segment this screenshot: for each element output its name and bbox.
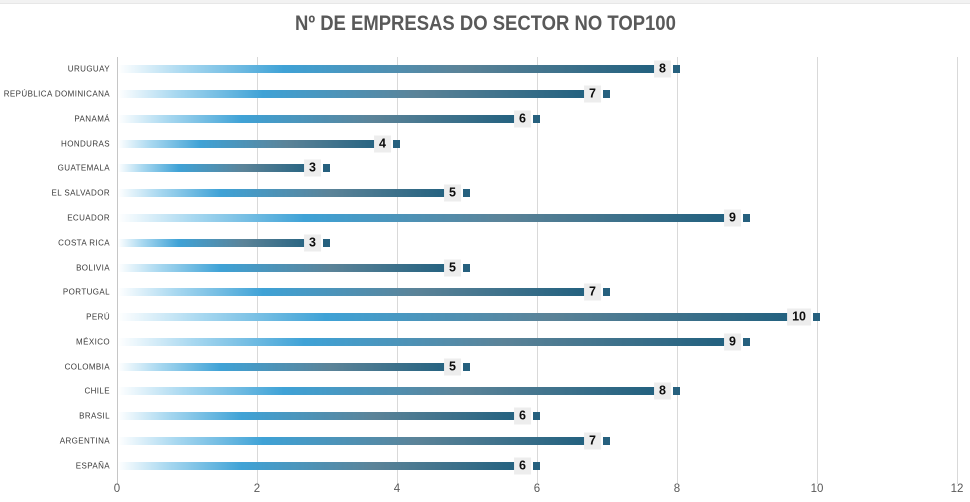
x-tick-label-2: 2 [253, 483, 261, 495]
bar-end-marker-honduras [393, 139, 400, 148]
bar-uruguay [118, 65, 671, 74]
bar-panama [118, 114, 531, 123]
category-label-republica-dominicana: REPÚBLICA DOMINICANA [3, 89, 110, 99]
data-label-el-salvador: 5 [444, 184, 461, 202]
bar-end-marker-republica-dominicana [603, 90, 610, 99]
bar-brasil [118, 412, 531, 421]
category-label-argentina: ARGENTINA [59, 436, 110, 446]
category-label-costa-rica: COSTA RICA [58, 238, 110, 248]
bar-bolivia [118, 263, 461, 272]
category-label-panama: PANAMÁ [74, 114, 110, 124]
data-label-peru: 10 [787, 308, 811, 326]
data-label-uruguay: 8 [654, 60, 671, 78]
bar-peru [118, 313, 811, 322]
category-label-brasil: BRASIL [79, 411, 110, 421]
category-label-portugal: PORTUGAL [62, 287, 110, 297]
x-tick-label-0: 0 [113, 483, 121, 495]
bar-espana [118, 461, 531, 470]
bar-costa-rica [118, 238, 321, 247]
bar-end-marker-chile [673, 387, 680, 396]
category-label-honduras: HONDURAS [61, 139, 110, 149]
category-axis: URUGUAY REPÚBLICA DOMINICANA PANAMÁ HONDURA… [0, 57, 110, 478]
bar-end-marker-bolivia [463, 263, 470, 272]
bar-end-marker-mexico [743, 337, 750, 346]
bar-end-marker-el-salvador [463, 189, 470, 198]
bar-honduras [118, 139, 391, 148]
bar-end-marker-portugal [603, 288, 610, 297]
bar-argentina [118, 436, 601, 445]
bar-end-marker-argentina [603, 436, 610, 445]
tick-mark-0 [117, 478, 118, 484]
category-label-uruguay: URUGUAY [67, 64, 110, 74]
bar-end-marker-costa-rica [323, 238, 330, 247]
chart-title: Nº DE EMPRESAS DO SECTOR NO TOP100 [294, 12, 676, 35]
data-label-mexico: 9 [724, 333, 741, 351]
bar-mexico [118, 337, 741, 346]
x-tick-label-8: 8 [673, 483, 681, 495]
data-label-republica-dominicana: 7 [584, 85, 601, 103]
data-label-costa-rica: 3 [304, 234, 321, 252]
bar-end-marker-brasil [533, 412, 540, 421]
chart-title-area: Nº DE EMPRESAS DO SECTOR NO TOP100 [0, 12, 970, 36]
category-label-ecuador: ECUADOR [67, 213, 110, 223]
category-label-bolivia: BOLIVIA [76, 263, 110, 272]
bar-end-marker-uruguay [673, 65, 680, 74]
bar-end-marker-espana [533, 461, 540, 470]
x-tick-label-4: 4 [393, 483, 401, 495]
data-label-panama: 6 [514, 110, 531, 128]
data-label-bolivia: 5 [444, 259, 461, 276]
value-axis: 0 2 4 6 8 10 12 [114, 483, 964, 499]
x-tick-label-12: 12 [950, 483, 964, 495]
data-label-honduras: 4 [374, 135, 391, 153]
data-label-brasil: 6 [514, 407, 531, 425]
plot-area: 8 7 6 4 3 5 9 3 5 7 10 9 5 8 6 7 6 [117, 57, 958, 484]
gridline-8 [677, 57, 678, 484]
data-label-ecuador: 9 [724, 209, 741, 227]
bar-end-marker-colombia [463, 362, 470, 371]
window-edge-strip [0, 0, 970, 4]
data-label-portugal: 7 [584, 283, 601, 301]
bar-end-marker-ecuador [743, 213, 750, 222]
data-label-colombia: 5 [444, 358, 461, 376]
data-label-espana: 6 [514, 457, 531, 475]
category-label-chile: CHILE [84, 386, 110, 396]
bar-end-marker-panama [533, 114, 540, 123]
gridline-10 [817, 57, 818, 484]
x-tick-label-6: 6 [533, 483, 541, 495]
bar-republica-dominicana [118, 90, 601, 99]
category-label-colombia: COLOMBIA [64, 362, 110, 372]
bar-ecuador [118, 213, 741, 222]
bar-el-salvador [118, 189, 461, 198]
gridline-12 [957, 57, 958, 484]
bar-end-marker-guatemala [323, 164, 330, 173]
gridline-6 [537, 57, 538, 484]
category-label-peru: PERÚ [86, 312, 110, 322]
category-label-mexico: MÉXICO [76, 337, 110, 347]
category-label-guatemala: GUATEMALA [57, 163, 110, 173]
bar-guatemala [118, 164, 321, 173]
data-label-guatemala: 3 [304, 159, 321, 177]
bar-portugal [118, 288, 601, 297]
bar-chile [118, 387, 671, 396]
bar-end-marker-peru [813, 313, 820, 322]
category-label-el-salvador: EL SALVADOR [51, 188, 110, 198]
x-tick-label-10: 10 [810, 483, 824, 495]
category-label-espana: ESPAÑA [75, 461, 110, 471]
bar-colombia [118, 362, 461, 371]
data-label-chile: 8 [654, 382, 671, 400]
data-label-argentina: 7 [584, 432, 601, 450]
